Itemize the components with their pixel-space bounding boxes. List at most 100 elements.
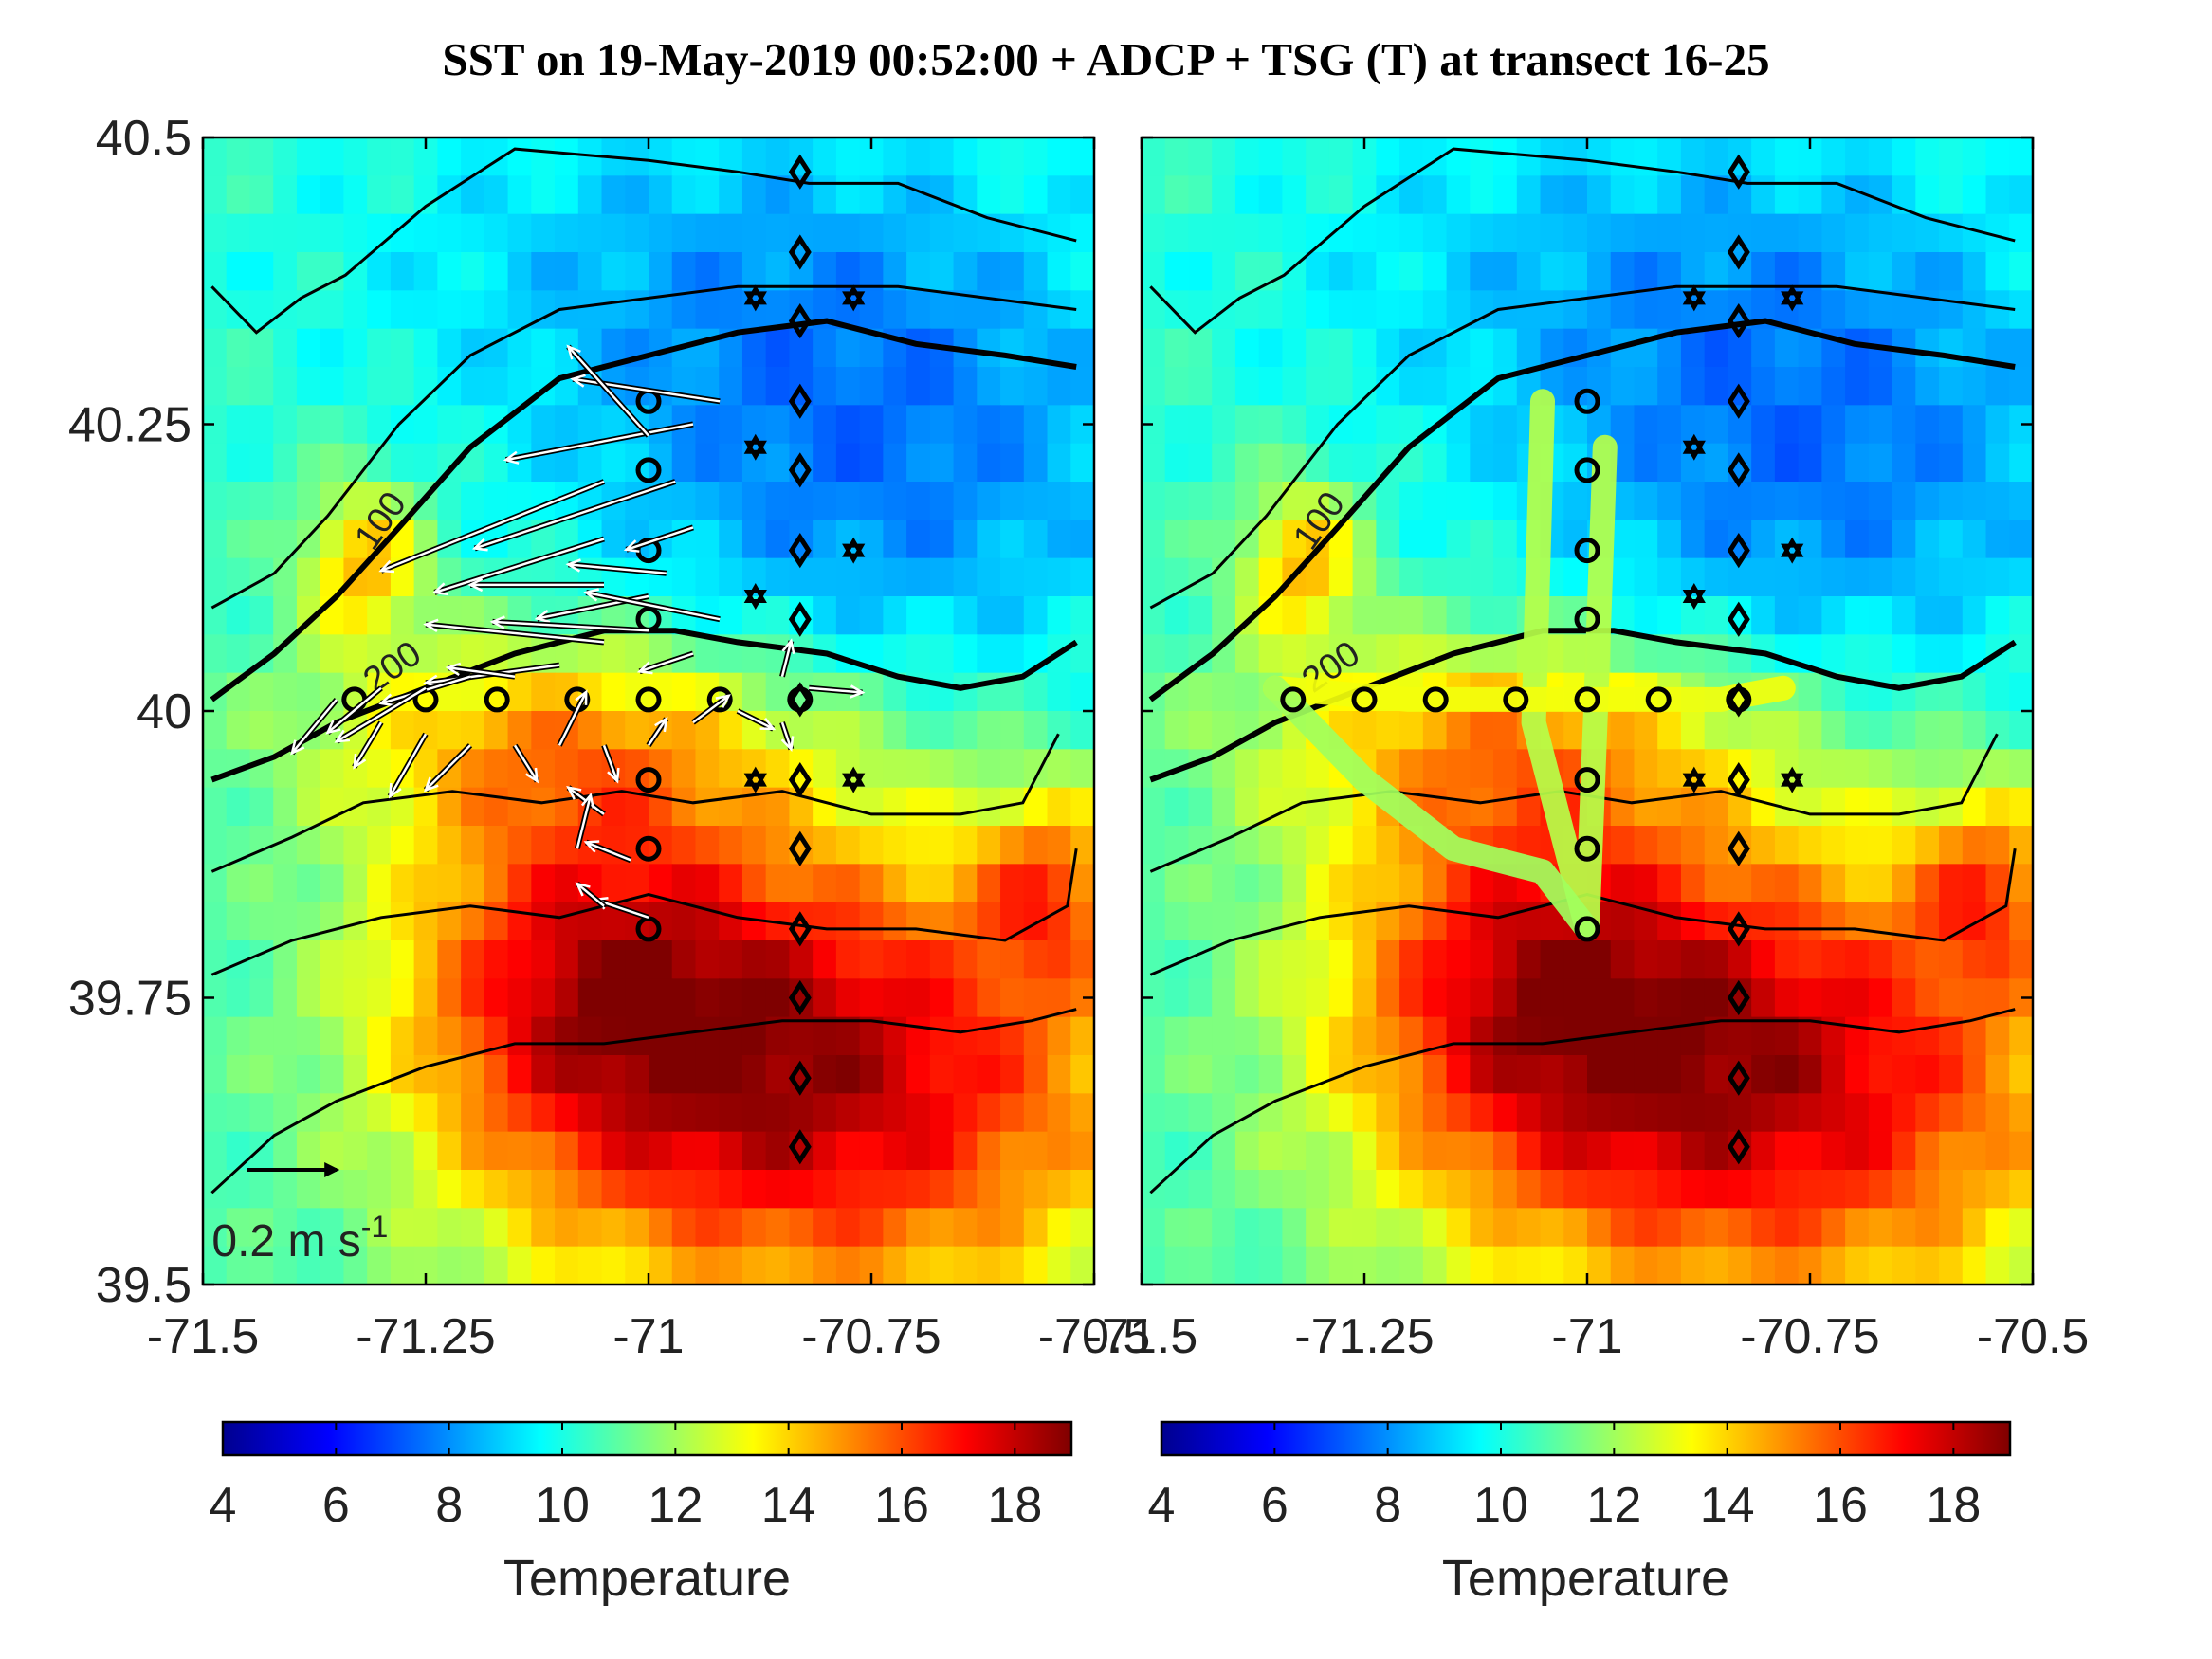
sst-cell <box>390 1208 415 1248</box>
adcp-vector-head <box>575 882 591 897</box>
sst-cell <box>1563 1093 1588 1133</box>
sst-cell <box>1657 596 1682 636</box>
sst-cell <box>625 137 649 177</box>
sst-cell <box>1962 405 1987 445</box>
sst-cell <box>1587 175 1612 215</box>
sst-cell <box>1892 634 1917 674</box>
sst-cell <box>906 137 931 177</box>
sst-cell <box>1188 596 1214 636</box>
sst-cell <box>695 443 721 483</box>
sst-cell <box>1188 864 1214 903</box>
sst-cell <box>929 1055 955 1095</box>
sst-cell <box>367 749 392 789</box>
sst-cell <box>1188 1208 1214 1248</box>
station-diamond <box>788 154 812 190</box>
sst-cell <box>1915 826 1940 866</box>
sst-cell <box>1892 940 1917 980</box>
sst-cell <box>1306 137 1330 177</box>
sst-cell <box>437 1246 462 1285</box>
sst-cell <box>203 1246 228 1285</box>
station-star <box>1781 543 1804 564</box>
sst-cell <box>367 1170 392 1210</box>
sst-cell <box>1000 405 1025 445</box>
sst-cell <box>320 1208 345 1248</box>
sst-cell <box>719 826 743 866</box>
sst-cell <box>1751 1246 1776 1285</box>
sst-cell <box>461 1246 485 1285</box>
sst-cell <box>226 864 251 903</box>
sst-cell <box>296 1131 321 1171</box>
tsg-segment <box>1263 675 1600 941</box>
sst-cell <box>1704 175 1729 215</box>
sst-cell <box>977 175 1001 215</box>
sst-cell <box>953 137 978 177</box>
sst-cell <box>507 864 533 903</box>
sst-cell <box>1234 557 1260 597</box>
sst-cell <box>273 978 298 1018</box>
sst-cell <box>1962 1055 1987 1095</box>
sst-cell <box>320 826 345 866</box>
sst-cell <box>1000 1093 1025 1133</box>
sst-cell <box>719 940 743 980</box>
sst-cell <box>1306 175 1330 215</box>
sst-cell <box>695 978 721 1018</box>
sst-cell <box>226 1093 251 1133</box>
sst-cell <box>1399 1170 1424 1210</box>
sst-cell <box>1352 826 1378 866</box>
sst-cell <box>1821 557 1846 597</box>
sst-cell <box>765 596 791 636</box>
sst-cell <box>1306 1016 1330 1056</box>
sst-cell <box>1939 826 1964 866</box>
sst-cell <box>461 1093 485 1133</box>
sst-cell <box>437 290 462 330</box>
station-star <box>1682 590 1706 611</box>
sst-cell <box>577 175 603 215</box>
sst-cell <box>765 1208 791 1248</box>
colorbar-tick-label: 4 <box>210 1478 237 1533</box>
sst-cell <box>1821 367 1846 407</box>
sst-cell <box>1985 367 2011 407</box>
sst-cell <box>1985 749 2011 789</box>
sst-cell <box>1470 1131 1494 1171</box>
sst-cell <box>1657 749 1682 789</box>
sst-cell <box>1821 213 1846 253</box>
sst-cell <box>695 1246 721 1285</box>
sst-cell <box>1680 328 1706 368</box>
sst-cell <box>1939 634 1964 674</box>
sst-cell <box>1047 1246 1072 1285</box>
sst-cell <box>1704 1131 1729 1171</box>
sst-cell <box>601 940 627 980</box>
sst-cell <box>1352 978 1378 1018</box>
sst-cell <box>577 749 603 789</box>
sst-cell <box>1023 482 1049 521</box>
sst-cell <box>507 443 533 483</box>
sst-cell <box>1234 940 1260 980</box>
adcp-vector <box>809 686 863 694</box>
adcp-vector-head <box>636 661 653 675</box>
sst-cell <box>273 1170 298 1210</box>
sst-cell <box>437 711 462 751</box>
sst-cell <box>484 978 509 1018</box>
adcp-vector-head <box>654 716 668 733</box>
sst-cell <box>813 978 837 1018</box>
sst-cell <box>1234 328 1260 368</box>
sst-cell <box>1164 520 1190 559</box>
sst-cell <box>695 252 721 292</box>
sst-cell <box>929 978 955 1018</box>
sst-cell <box>1821 252 1846 292</box>
sst-cell <box>1939 1170 1964 1210</box>
sst-cell <box>1234 367 1260 407</box>
sst-cell <box>1047 1131 1072 1171</box>
sst-cell <box>859 520 885 559</box>
sst-cell <box>577 290 603 330</box>
sst-cell <box>1587 1131 1612 1171</box>
sst-cell <box>1212 978 1236 1018</box>
sst-cell <box>906 596 931 636</box>
sst-cell <box>1774 1093 1800 1133</box>
adcp-vector <box>568 563 667 575</box>
sst-cell <box>1422 940 1448 980</box>
sst-cell <box>273 137 298 177</box>
sst-cell <box>1915 1016 1940 1056</box>
sst-cell <box>1328 1170 1354 1210</box>
sst-cell <box>1047 940 1072 980</box>
